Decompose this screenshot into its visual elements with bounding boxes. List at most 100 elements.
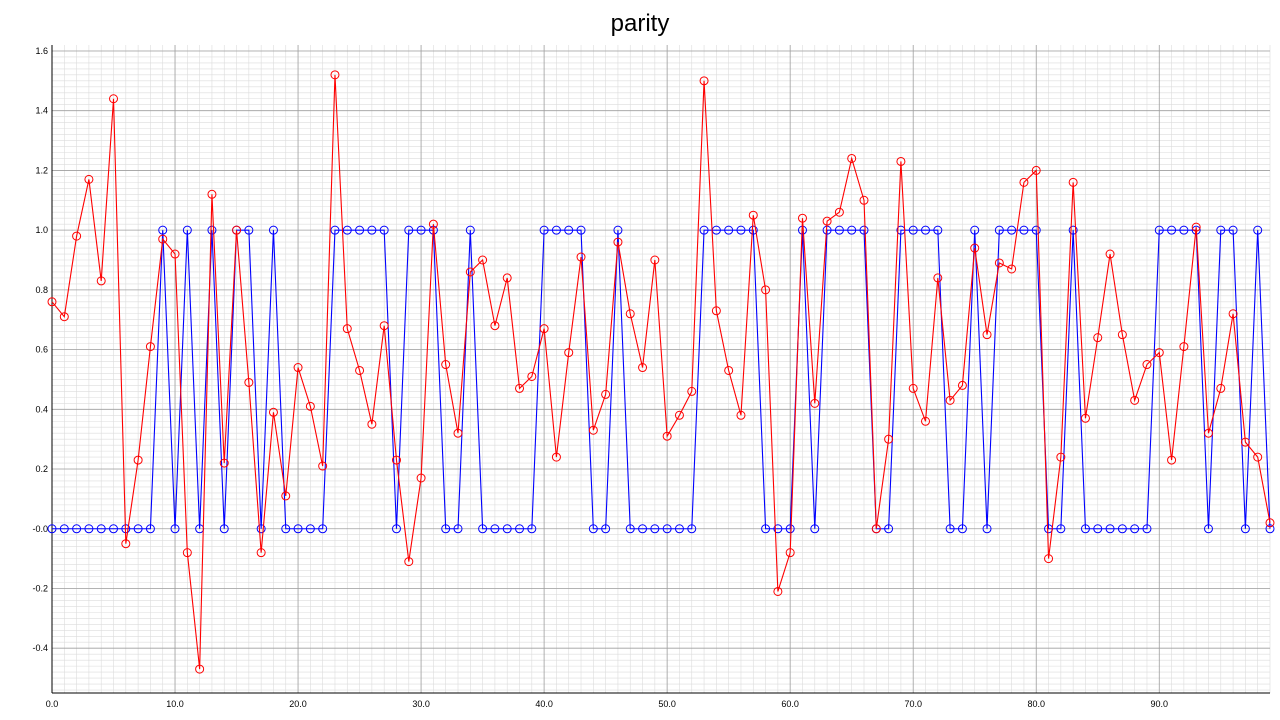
series-2-point <box>478 255 488 265</box>
series-2-point <box>699 76 709 86</box>
y-tick-label: 0.6 <box>35 345 48 355</box>
series-2-point <box>182 548 192 558</box>
y-tick-label: 1.4 <box>35 106 48 116</box>
series-1-point <box>674 524 684 534</box>
series-2-point <box>711 306 721 316</box>
series-2-point <box>1105 249 1115 259</box>
series-2-point <box>59 312 69 322</box>
series-2-point <box>957 380 967 390</box>
series-1-point <box>244 225 254 235</box>
series-2-point <box>1253 452 1263 462</box>
series-1-point <box>1068 225 1078 235</box>
series-2-point <box>625 309 635 319</box>
series-2-point <box>428 219 438 229</box>
series-2-point <box>244 377 254 387</box>
series-1-point <box>207 225 217 235</box>
series-2-point <box>416 473 426 483</box>
series-2-point <box>121 539 131 549</box>
series-2-point <box>1093 333 1103 343</box>
x-tick-label: 70.0 <box>904 699 922 709</box>
series-2-point <box>109 94 119 104</box>
series-1-point <box>588 524 598 534</box>
series-1-point <box>1080 524 1090 534</box>
series-2-point <box>982 330 992 340</box>
series-2-point <box>170 249 180 259</box>
series-2-point <box>1265 518 1275 528</box>
series-1-point <box>785 524 795 534</box>
series-1-point <box>268 225 278 235</box>
series-1-point <box>859 225 869 235</box>
series-1-point <box>379 225 389 235</box>
series-2-point <box>515 383 525 393</box>
series-1-point <box>478 524 488 534</box>
series-2-point <box>933 273 943 283</box>
series-1-point <box>342 225 352 235</box>
series-2-point <box>342 324 352 334</box>
series-1-point <box>834 225 844 235</box>
series-2-point <box>1228 309 1238 319</box>
y-tick-label: -0.0 <box>32 524 48 534</box>
series-2-point <box>268 407 278 417</box>
series-2-point <box>133 455 143 465</box>
y-tick-label: 1.2 <box>35 165 48 175</box>
series-1-point <box>158 225 168 235</box>
series-2-point <box>588 425 598 435</box>
series-1-point <box>687 524 697 534</box>
series-1-point <box>810 524 820 534</box>
y-tick-label: 0.2 <box>35 464 48 474</box>
series-1-point <box>613 225 623 235</box>
series-2-point <box>576 252 586 262</box>
series-1-point <box>724 225 734 235</box>
series-2-point <box>490 321 500 331</box>
x-tick-label: 20.0 <box>289 699 307 709</box>
series-2-point <box>1044 554 1054 564</box>
x-tick-label: 50.0 <box>658 699 676 709</box>
series-2-point <box>736 410 746 420</box>
series-1-point <box>638 524 648 534</box>
series-1-point <box>72 524 82 534</box>
series-2-point <box>232 225 242 235</box>
x-tick-label: 90.0 <box>1151 699 1169 709</box>
series-2-point <box>1080 413 1090 423</box>
series-1-point <box>539 225 549 235</box>
series-2-point <box>921 416 931 426</box>
series-1-point <box>601 524 611 534</box>
series-1-point <box>527 524 537 534</box>
series-1-point <box>945 524 955 534</box>
series-2-point <box>330 70 340 80</box>
series-1-point <box>576 225 586 235</box>
series-1-point <box>699 225 709 235</box>
series-2-point <box>1056 452 1066 462</box>
series-2-point <box>465 267 475 277</box>
series-1-point <box>305 524 315 534</box>
x-tick-label: 10.0 <box>166 699 184 709</box>
series-1-point <box>145 524 155 534</box>
series-2-point <box>871 524 881 534</box>
series-1-point <box>564 225 574 235</box>
series-2-point <box>822 216 832 226</box>
series-1-point <box>96 524 106 534</box>
series-2-point <box>1019 177 1029 187</box>
series-1-point <box>761 524 771 534</box>
y-tick-label: -0.4 <box>32 643 48 653</box>
series-2-point <box>305 401 315 411</box>
y-tick-label: 0.4 <box>35 404 48 414</box>
series-2-point <box>195 664 205 674</box>
series-1-line <box>52 229 1271 530</box>
series-1-point <box>256 524 266 534</box>
series-2-point <box>318 461 328 471</box>
series-1-point <box>748 225 758 235</box>
series-1-point <box>736 225 746 235</box>
series-2-point <box>453 428 463 438</box>
series-1-point <box>1154 225 1164 235</box>
series-1-point <box>133 524 143 534</box>
series-1-point <box>1093 524 1103 534</box>
series-1-point <box>1019 225 1029 235</box>
series-1-point <box>1007 225 1017 235</box>
series-2-point <box>847 153 857 163</box>
y-tick-label: -0.2 <box>32 583 48 593</box>
series-1-point <box>318 524 328 534</box>
series-2-point <box>761 285 771 295</box>
series-2-point <box>724 365 734 375</box>
